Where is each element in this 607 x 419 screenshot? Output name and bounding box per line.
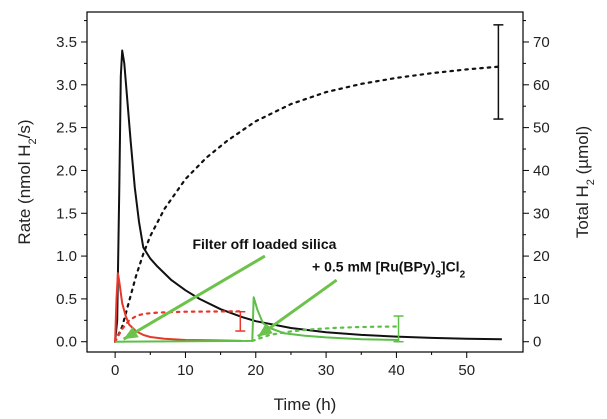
annotation-arrowhead	[257, 323, 273, 337]
y-left-axis-title: Rate (nmol H2/s)	[15, 119, 39, 244]
annotation-text: + 0.5 mM [Ru(BPy)3]Cl2	[312, 258, 466, 280]
y-left-tick-label: 1.0	[56, 248, 77, 265]
x-tick-label: 20	[247, 362, 264, 379]
annotation-text-part: 3	[435, 269, 441, 280]
x-tick-label: 40	[388, 362, 405, 379]
y-right-title-sub: 2	[585, 179, 597, 185]
annotation-text: Filter off loaded silica	[192, 236, 336, 252]
y-left-tick-label: 2.5	[56, 120, 77, 137]
y-right-title-part3: (µmol)	[573, 126, 592, 179]
annotation-text-part: + 0.5 mM [Ru(BPy)	[312, 258, 435, 274]
annotation-arrow	[122, 254, 266, 341]
y-left-tick-label: 3.0	[56, 77, 77, 94]
y-right-tick-label: 10	[533, 291, 550, 308]
x-tick-label: 50	[458, 362, 475, 379]
plot-frame	[86, 11, 524, 353]
y-left-tick-label: 0.5	[56, 291, 77, 308]
annotation-arrow	[257, 278, 338, 338]
series-line-red-dotted	[113, 310, 243, 343]
y-left-tick-label: 1.5	[56, 205, 77, 222]
y-right-tick-label: 50	[533, 120, 550, 137]
y-left-title-part3: /s)	[15, 119, 34, 138]
x-tick-label: 0	[111, 362, 119, 379]
y-left-title-part1: Rate (nmol H	[15, 144, 34, 244]
series-line-green-dotted	[251, 325, 401, 342]
y-left-tick-label: 3.5	[56, 34, 77, 51]
y-right-tick-label: 30	[533, 205, 550, 222]
x-axis-title: Time (h)	[274, 395, 337, 414]
y-right-axis-title: Total H2 (µmol)	[573, 126, 597, 238]
series-line-black-solid	[114, 49, 502, 342]
y-right-tick-label: 60	[533, 77, 550, 94]
y-left-tick-label: 2.0	[56, 162, 77, 179]
x-tick-label: 30	[318, 362, 335, 379]
annotation-arrowhead	[123, 326, 139, 340]
y-right-tick-label: 0	[533, 334, 541, 351]
annotation-text-part: ]Cl	[441, 258, 460, 274]
y-left-tick-label: 0.0	[56, 334, 77, 351]
y-right-title-part1: Total H	[573, 185, 592, 238]
y-right-tick-label: 20	[533, 248, 550, 265]
x-tick-label: 10	[177, 362, 194, 379]
y-right-tick-label: 40	[533, 162, 550, 179]
y-right-tick-label: 70	[533, 34, 550, 51]
annotation-text-part: 2	[460, 269, 466, 280]
y-left-title-sub: 2	[27, 138, 39, 144]
